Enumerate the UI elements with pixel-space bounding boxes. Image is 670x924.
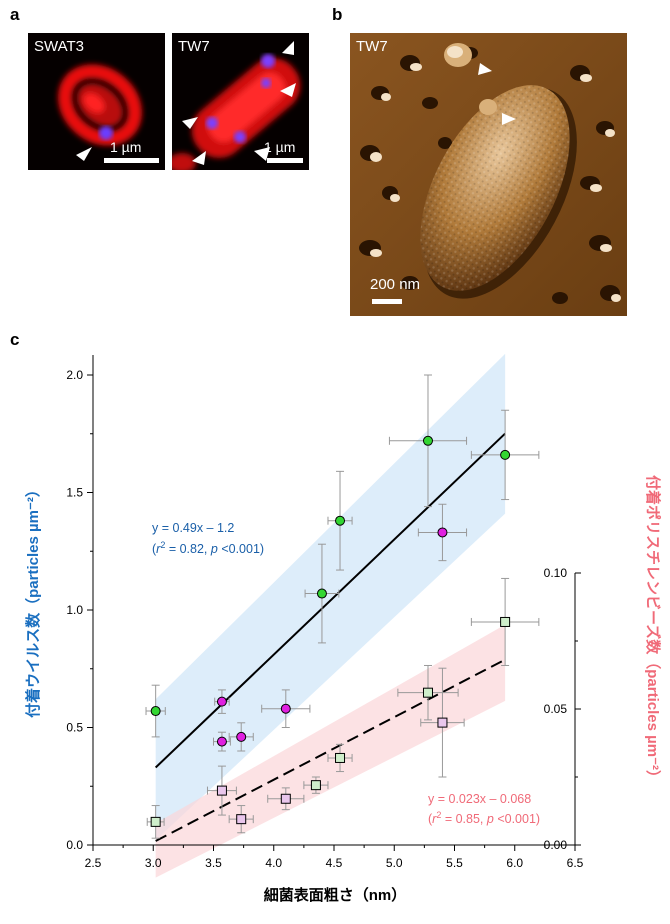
bead-fit-stats: (r2 = 0.85, p <0.001) <box>428 810 540 826</box>
virus-confidence-band <box>155 353 506 841</box>
tw7-afm-image: TW7 200 nm <box>350 33 627 316</box>
tw7-fluorescence-image: TW7 1 µm <box>172 33 309 170</box>
x-tick-label: 6.5 <box>567 856 584 870</box>
data-point-lightpink <box>280 793 291 804</box>
data-point-magenta <box>437 527 448 538</box>
panel-b-letter: b <box>332 5 343 24</box>
bead-fit-line <box>155 658 506 842</box>
x-tick-label: 6.0 <box>506 856 523 870</box>
x-tick-label: 5.5 <box>446 856 463 870</box>
virus-fit-stats: (r2 = 0.82, p <0.001) <box>152 540 264 556</box>
x-tick-label: 5.0 <box>386 856 403 870</box>
data-point-green <box>500 449 511 460</box>
y-right-tick-label: 0.10 <box>544 566 568 580</box>
x-tick-label: 4.0 <box>265 856 282 870</box>
data-point-green <box>150 706 161 717</box>
afm-label: TW7 <box>356 38 388 55</box>
x-tick-label: 3.5 <box>205 856 222 870</box>
swat3-label: SWAT3 <box>34 38 85 55</box>
data-point-lightgreen <box>422 687 433 698</box>
tw7-label: TW7 <box>178 38 210 55</box>
swat3-fluorescence-image: SWAT3 1 µm <box>28 33 165 170</box>
data-point-magenta <box>216 696 227 707</box>
data-point-green <box>422 435 433 446</box>
y-right-tick-label: 0.05 <box>544 702 568 716</box>
tw7-scale-label: 1 µm <box>264 139 296 155</box>
panel-a-letter: a <box>10 5 20 24</box>
y-right-tick-label: 0.00 <box>544 838 568 852</box>
data-point-green <box>335 515 346 526</box>
y-left-tick-label: 0.5 <box>66 721 83 735</box>
virus-fit-equation: y = 0.49x – 1.2 <box>152 521 234 535</box>
bead-fit-equation: y = 0.023x – 0.068 <box>428 792 531 806</box>
y-left-tick-label: 1.0 <box>66 603 83 617</box>
data-point-lightgreen <box>150 816 161 827</box>
data-point-lightgreen <box>500 616 511 627</box>
afm-scale-label: 200 nm <box>370 276 421 293</box>
y-left-tick-label: 0.0 <box>66 838 83 852</box>
x-tick-label: 2.5 <box>85 856 102 870</box>
data-point-lightgreen <box>335 752 346 763</box>
y-right-axis-label: 付着ポリスチレンビーズ数（particles µm⁻²） <box>644 475 662 785</box>
data-point-magenta <box>236 731 247 742</box>
data-point-lightgreen <box>310 780 321 791</box>
y-left-axis-label: 付着ウイルス数（particles µm⁻²） <box>24 482 42 718</box>
x-tick-label: 3.0 <box>145 856 162 870</box>
swat3-scale-label: 1 µm <box>110 139 142 155</box>
data-point-magenta <box>216 736 227 747</box>
data-point-lightpink <box>236 814 247 825</box>
data-point-magenta <box>280 703 291 714</box>
data-point-lightpink <box>437 717 448 728</box>
data-point-green <box>316 588 327 599</box>
data-point-lightpink <box>216 785 227 796</box>
y-left-tick-label: 2.0 <box>66 368 83 382</box>
x-tick-label: 4.5 <box>326 856 343 870</box>
x-axis-label: 細菌表面粗さ（nm） <box>264 886 407 904</box>
panel-c-letter: c <box>10 330 20 349</box>
virus-fit-line <box>154 432 506 769</box>
y-left-tick-label: 1.5 <box>66 486 83 500</box>
